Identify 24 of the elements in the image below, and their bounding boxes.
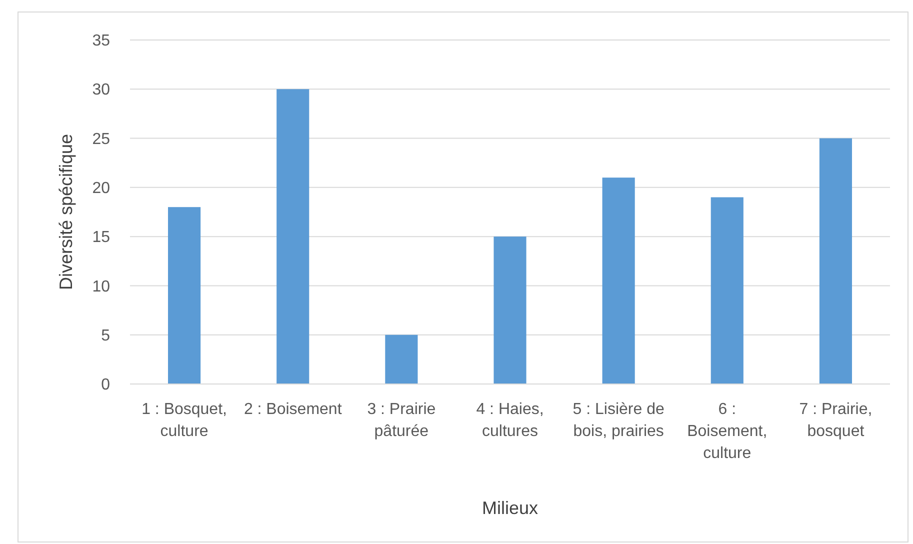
bar [819, 138, 852, 384]
bar [494, 236, 526, 384]
y-tick-label: 5 [101, 327, 110, 344]
bar [276, 89, 310, 384]
x-tick-label: 2 : Boisement [244, 401, 342, 418]
bar [602, 178, 635, 384]
x-axis-title: Milieux [482, 498, 538, 518]
x-tick-label: 5 : Lisière de bois, prairies [572, 401, 664, 440]
y-tick-label: 25 [92, 130, 110, 148]
x-tick-label: 1 : Bosquet, culture [142, 401, 227, 440]
y-axis-title: Diversité spécifique [56, 134, 76, 290]
bar [168, 207, 201, 384]
y-tick-label: 0 [101, 376, 110, 394]
y-tick-label: 35 [92, 32, 110, 50]
x-tick-label: 4 : Haies, cultures [476, 401, 544, 440]
y-tick-label: 10 [92, 278, 110, 296]
x-tick-label: 6 : Boisement, culture [687, 401, 768, 462]
x-tick-label: 7 : Prairie, bosquet [799, 401, 872, 440]
y-tick-label: 15 [92, 229, 110, 246]
x-tick-label: 3 : Prairie pâturée [367, 401, 436, 440]
y-tick-label: 30 [92, 82, 110, 99]
y-tick-label: 20 [92, 180, 110, 198]
bar [710, 197, 744, 384]
bar [385, 334, 418, 384]
